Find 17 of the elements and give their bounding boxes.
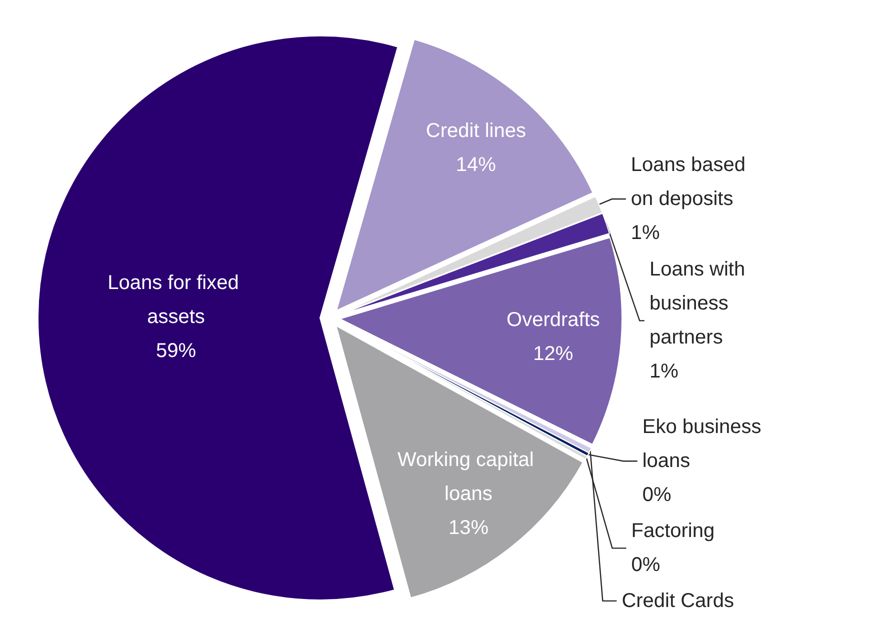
- data-label: 0%: [631, 554, 660, 576]
- data-label: 12%: [533, 342, 574, 365]
- data-label: 1%: [630, 222, 660, 244]
- data-label: 13%: [448, 517, 489, 540]
- slice-label: Factoring: [631, 520, 715, 542]
- slice-label: Loans based on deposits: [630, 154, 752, 210]
- slice-label: Loans with business partners: [649, 258, 751, 349]
- data-label: 1%: [649, 360, 679, 383]
- data-label: 0%: [642, 484, 672, 506]
- slice-label: Working capital loans: [398, 449, 540, 506]
- slice-label: Credit lines: [426, 120, 526, 142]
- slice-label: Credit Cards: [622, 590, 734, 612]
- data-label: 59%: [156, 340, 196, 362]
- slice-label: Eko business loans: [642, 416, 767, 472]
- slice-label: Loans for fixed assets: [108, 272, 244, 328]
- data-label: 14%: [456, 154, 496, 176]
- slice-label: Overdrafts: [506, 308, 600, 331]
